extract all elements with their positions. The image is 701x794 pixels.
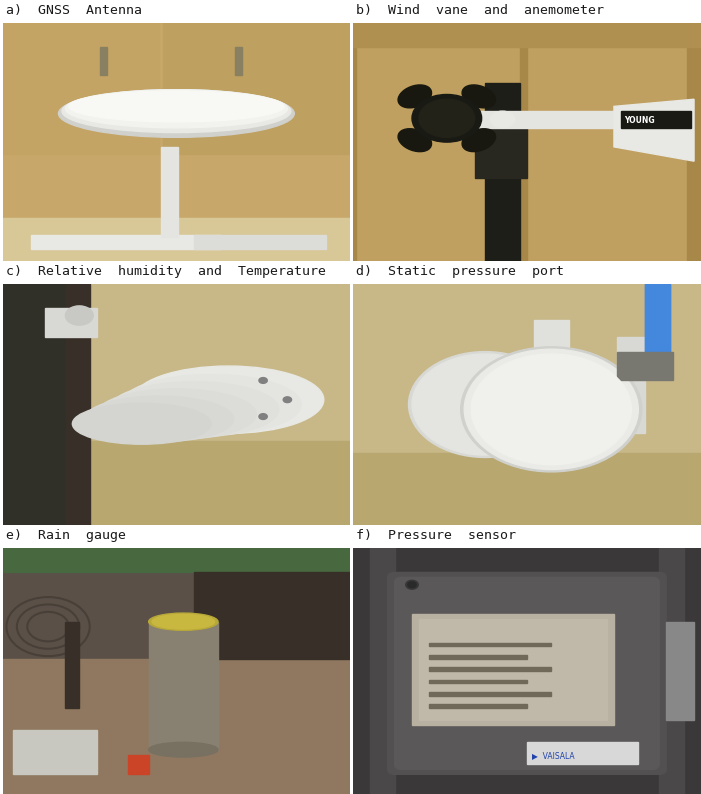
Circle shape [471,354,632,464]
Bar [534,320,569,453]
Bar [3,218,350,261]
Ellipse shape [398,85,432,108]
Bar [520,23,527,261]
Bar [3,548,350,572]
Bar [45,308,97,337]
Bar [128,754,149,774]
Circle shape [464,349,639,469]
Bar [430,704,527,707]
Bar [236,47,243,75]
Bar [457,111,666,128]
Bar [149,622,218,750]
Text: e)  Rain  gauge: e) Rain gauge [6,529,126,542]
Polygon shape [614,99,694,161]
Bar [161,147,178,237]
Ellipse shape [149,742,218,757]
Ellipse shape [65,90,287,128]
Bar [534,373,639,392]
Bar [430,655,527,658]
Circle shape [65,306,93,325]
Ellipse shape [69,91,284,121]
Circle shape [259,378,267,384]
Bar [3,284,65,525]
Ellipse shape [109,382,279,437]
Bar [353,23,356,261]
Text: c)  Relative  humidity  and  Temperature: c) Relative humidity and Temperature [6,265,327,278]
Bar [65,622,79,707]
Circle shape [409,352,562,457]
Bar [419,619,607,720]
Bar [475,125,527,178]
Ellipse shape [149,613,218,630]
Text: YOUNG: YOUNG [625,116,655,125]
Bar [430,667,551,671]
Circle shape [406,580,418,589]
Ellipse shape [58,90,294,137]
Bar [618,352,673,380]
Circle shape [419,99,475,137]
Bar [3,284,90,525]
Ellipse shape [97,389,256,439]
Ellipse shape [462,129,496,152]
Bar [3,441,350,525]
Bar [193,235,325,249]
Circle shape [461,347,642,472]
Bar [13,730,97,774]
Bar [31,235,222,249]
Bar [646,284,669,376]
Bar [527,742,639,765]
Bar [412,615,614,725]
Bar [3,23,159,154]
Bar [193,572,350,658]
Bar [430,680,527,683]
Bar [485,83,520,261]
Text: ▶  VAISALA: ▶ VAISALA [532,751,575,761]
Ellipse shape [62,90,291,133]
Bar [430,692,551,696]
Ellipse shape [72,403,211,444]
Text: a)  GNSS  Antenna: a) GNSS Antenna [6,4,142,17]
Bar [618,337,646,434]
Bar [430,642,551,646]
Text: f)  Pressure  sensor: f) Pressure sensor [356,529,516,542]
Bar [353,23,701,47]
FancyBboxPatch shape [395,577,659,769]
Bar [646,284,669,376]
Bar [100,47,107,75]
Ellipse shape [398,129,432,152]
FancyBboxPatch shape [388,572,666,774]
Bar [3,658,350,794]
Text: b)  Wind  vane  and  anemometer: b) Wind vane and anemometer [356,4,604,17]
Circle shape [412,94,482,142]
Text: d)  Static  pressure  port: d) Static pressure port [356,265,564,278]
Bar [687,23,701,261]
Ellipse shape [152,615,215,629]
Ellipse shape [121,375,301,434]
Bar [666,622,694,720]
Circle shape [412,354,558,455]
Bar [353,453,701,525]
Bar [163,23,350,154]
Circle shape [283,397,292,403]
Ellipse shape [133,366,324,434]
Ellipse shape [462,85,496,108]
Ellipse shape [490,111,515,128]
Circle shape [408,582,416,588]
Bar [659,548,683,794]
Ellipse shape [85,396,233,441]
Bar [621,111,690,128]
Ellipse shape [450,111,464,128]
Circle shape [259,414,267,419]
Bar [370,548,395,794]
